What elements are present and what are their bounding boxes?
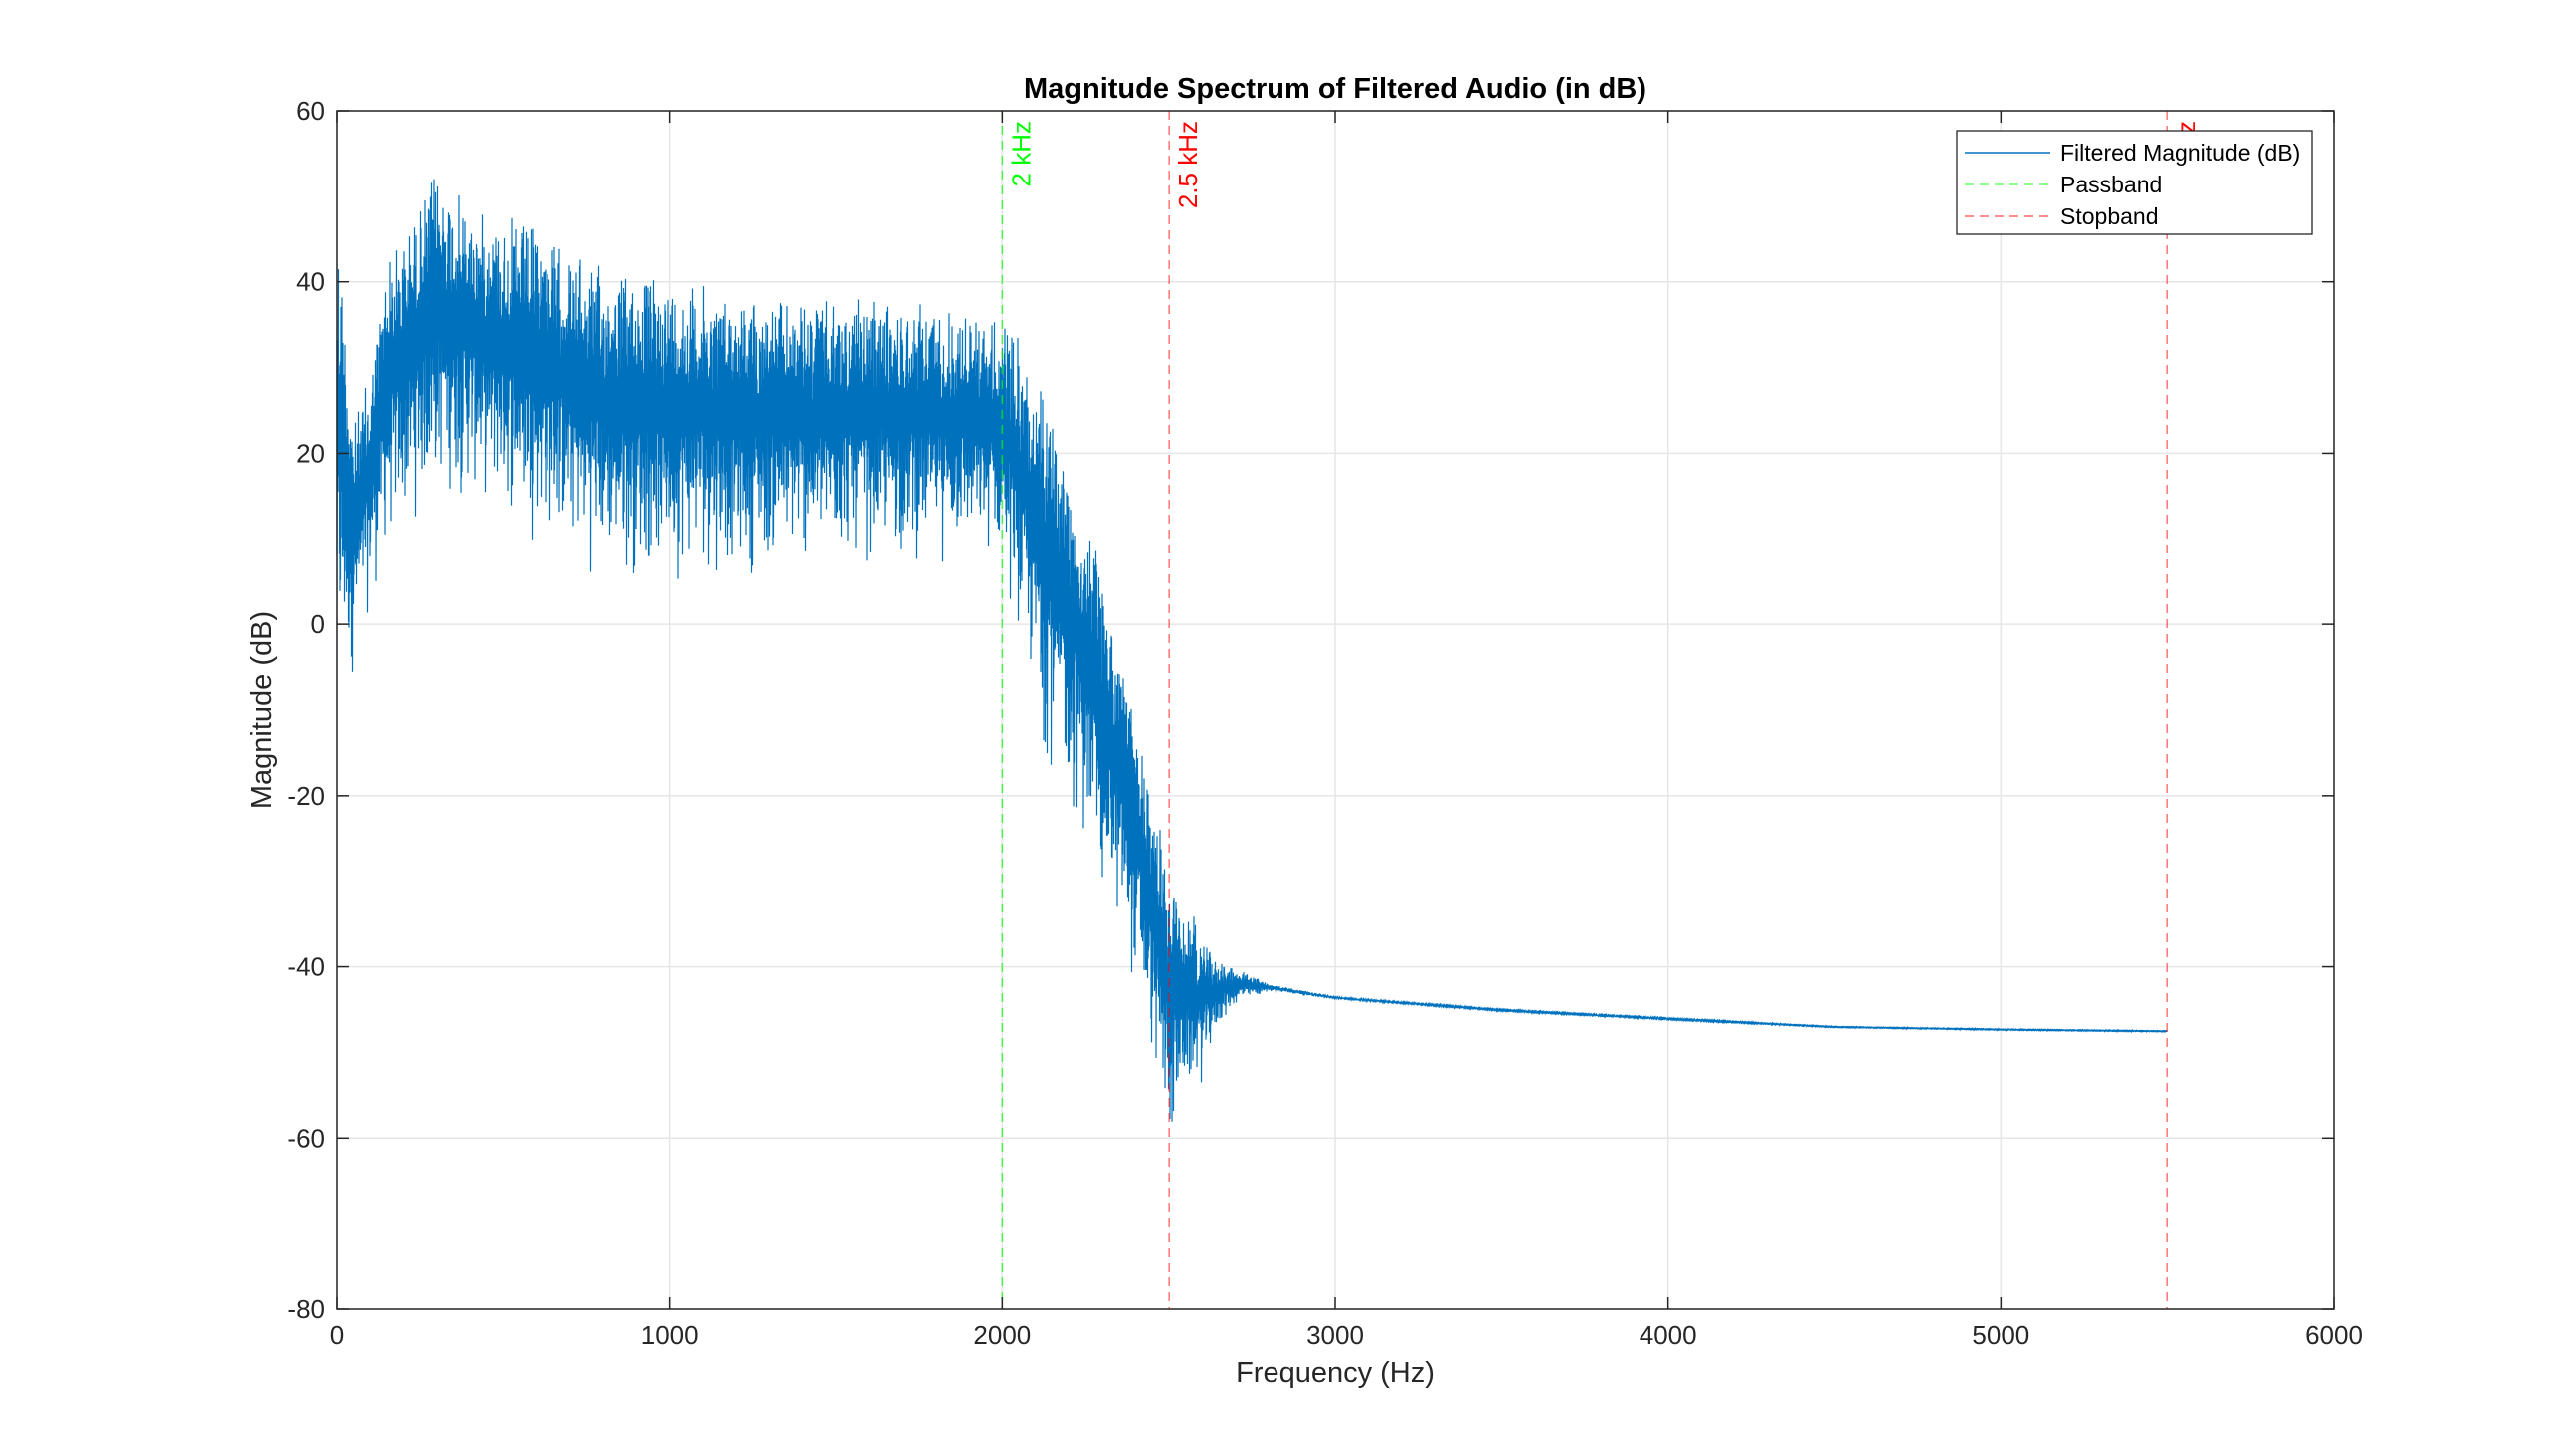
spectrum-line — [336, 179, 2168, 1122]
grid — [336, 110, 2335, 1310]
plot-area: 2 kHz 2.5 kHz z — [336, 111, 2201, 1309]
y-tick-label: 0 — [311, 609, 325, 639]
y-tick-label: 20 — [296, 438, 325, 468]
x-tick-label: 1000 — [641, 1320, 699, 1350]
x-tick-label: 4000 — [1640, 1320, 1697, 1350]
legend-label: Stopband — [2060, 203, 2158, 229]
x-axis-label: Frequency (Hz) — [1236, 1357, 1435, 1389]
chart-title: Magnitude Spectrum of Filtered Audio (in… — [1024, 73, 1646, 105]
legend-label: Filtered Magnitude (dB) — [2060, 140, 2300, 166]
x-tick-label: 6000 — [2305, 1320, 2363, 1350]
x-tick-label: 0 — [330, 1320, 344, 1350]
frequency-annotation: 2.5 kHz — [1173, 121, 1203, 208]
y-tick-label: -40 — [287, 952, 325, 982]
ticks: 0 1000 2000 3000 4000 5000 6000 60 40 20 0 -20 -40 -6… — [287, 96, 2363, 1350]
x-tick-label: 2000 — [973, 1320, 1031, 1350]
y-tick-label: 40 — [296, 267, 325, 297]
y-tick-label: -80 — [287, 1294, 325, 1324]
x-tick-label: 5000 — [1972, 1320, 2029, 1350]
legend: Filtered Magnitude (dB) Passband Stopband — [1956, 130, 2313, 235]
y-tick-label: -20 — [287, 781, 325, 811]
frequency-annotation: 2 kHz — [1006, 121, 1036, 186]
y-axis-label: Magnitude (dB) — [246, 611, 278, 809]
y-tick-label: 60 — [296, 96, 325, 126]
y-tick-label: -60 — [287, 1123, 325, 1153]
legend-label: Passband — [2060, 172, 2162, 197]
x-tick-label: 3000 — [1306, 1320, 1364, 1350]
